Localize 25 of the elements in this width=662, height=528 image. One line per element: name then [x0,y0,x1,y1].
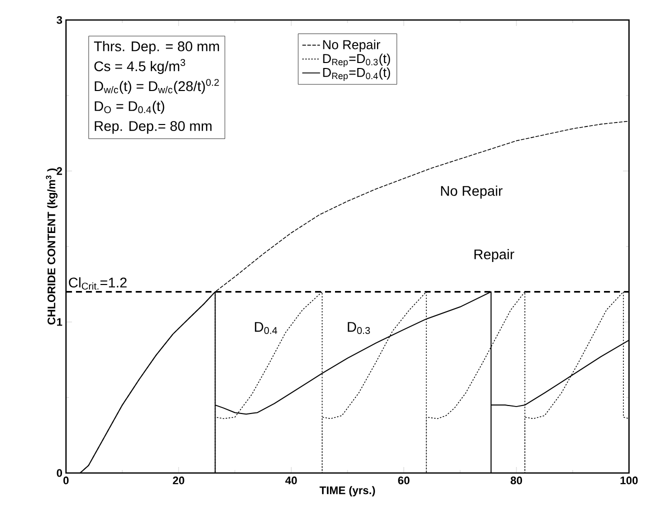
y-tick-label: 1 [57,318,62,326]
legend-label: D$_{Rep}$=D$_{0.4}$(t) [323,67,390,81]
annotation: D$_{O}$ = D$_{0.4}$(t) [94,100,164,114]
y-tick-label: 3 [56,16,62,24]
annotation: No Repair [441,186,503,199]
x-tick-label: 60 [398,476,410,484]
x-tick-label: 40 [285,476,297,484]
x-axis-title: TIME (yrs.) [320,486,375,496]
x-tick-label: 100 [620,476,638,484]
y-tick-label: 2 [56,167,62,175]
annotation: Rep. Dep.= 80 mm [94,121,212,134]
annotation: D$_{0.3}$ [348,322,370,334]
annotation: Thrs. Dep. = 80 mm [94,41,219,54]
y-tick-label: 0 [56,469,62,477]
annotation: Repair [474,249,514,262]
annotation: Cs = 4.5 kg/m$^{3}$ [94,59,186,74]
x-tick-label: 0 [63,476,69,484]
annotation: D$_{0.4}$ [254,322,278,334]
legend-label: D$_{Rep}$=D$_{0.3}$(t) [323,54,390,68]
legend-label: No Repair [323,40,380,52]
annotation: D$_{w/c}$(t) = D$_{w/c}$(28/t)$^{0.2}$ [94,78,219,94]
ref-line-label: Cl$_{Crit.}$=1.2 [68,277,127,290]
x-tick-label: 20 [172,476,184,484]
x-tick-label: 80 [510,476,522,484]
y-axis-title: CHLORIDE CONTENT (kg/m$^{3}$ ) [46,168,58,325]
